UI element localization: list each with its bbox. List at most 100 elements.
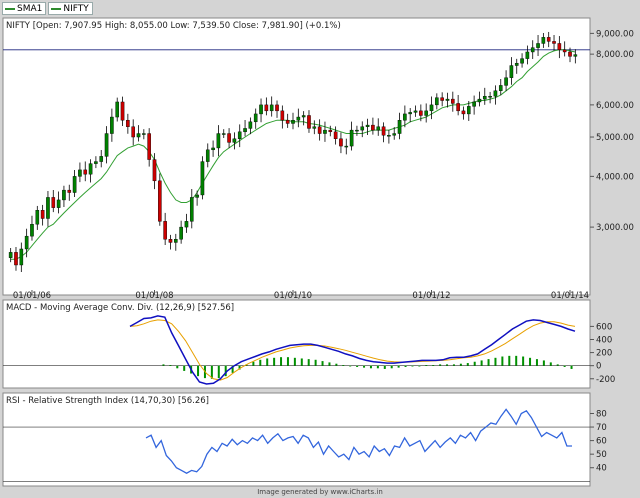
- rsi-grid: [3, 426, 590, 482]
- candle-body: [333, 131, 338, 140]
- macd-histogram-bar: [397, 365, 400, 368]
- price-ytick-label: 4,000.00: [596, 172, 634, 182]
- candle-body: [376, 126, 381, 131]
- candle-body: [126, 120, 130, 127]
- macd-histogram-bar: [252, 361, 255, 366]
- macd-histogram-bar: [356, 365, 359, 367]
- candle-body: [349, 129, 354, 147]
- macd-histogram-bar: [425, 365, 428, 366]
- candle-body: [541, 37, 546, 44]
- macd-histogram-bar: [473, 361, 476, 366]
- candle-body: [387, 135, 391, 137]
- candle-body: [440, 97, 444, 101]
- candle-body: [72, 176, 77, 193]
- macd-histogram-bar: [390, 365, 393, 369]
- candle-body: [530, 47, 535, 53]
- price-ytick-label: 5,000.00: [596, 133, 634, 143]
- candle-body: [168, 239, 173, 243]
- price-xtick-label: 01/01/08: [135, 291, 173, 301]
- candle-body: [120, 101, 125, 121]
- macd-histogram-bar: [273, 357, 276, 366]
- candle-body: [472, 101, 476, 107]
- macd-histogram-bar: [266, 358, 269, 366]
- candle-body: [435, 97, 439, 106]
- sma1-swatch: [5, 7, 15, 10]
- macd-histogram-bar: [300, 358, 303, 366]
- macd-histogram-bar: [459, 363, 462, 366]
- price-title: NIFTY [Open: 7,907.95 High: 8,055.00 Low…: [6, 21, 341, 31]
- macd-histogram-bar: [363, 365, 366, 368]
- candle-body: [461, 110, 466, 115]
- candle-body: [488, 96, 492, 98]
- footer-credit: Image generated by www.iCharts.in: [257, 488, 383, 496]
- macd-histogram-bar: [411, 365, 414, 367]
- macd-histogram-bar: [169, 365, 172, 366]
- price-x-axis: 01/01/06 01/01/08 01/01/10 01/01/12 01/01/14: [13, 290, 589, 301]
- candle-body: [546, 37, 551, 42]
- macd-signal-line: [129, 319, 576, 381]
- macd-histogram-bar: [494, 357, 497, 366]
- candle-body: [221, 133, 226, 135]
- candle-body: [365, 124, 370, 127]
- candle-body: [264, 104, 269, 112]
- legend: SMA1 NIFTY: [2, 2, 93, 15]
- macd-histogram-bar: [376, 365, 379, 369]
- candle-body: [179, 226, 183, 240]
- macd-histogram-bar: [293, 357, 296, 366]
- candle-body: [493, 90, 498, 97]
- macd-histogram-bar: [563, 365, 566, 367]
- candle-body: [14, 252, 18, 266]
- candle-body: [189, 197, 194, 222]
- candle-body: [24, 235, 29, 250]
- candle-body: [525, 51, 530, 59]
- rsi-ytick-label: 50: [596, 450, 607, 460]
- rsi-panel: [2, 392, 591, 487]
- candle-body: [211, 147, 215, 151]
- candle-body: [429, 104, 434, 112]
- candle-body: [557, 43, 562, 50]
- macd-line: [129, 315, 576, 385]
- candle-body: [104, 133, 109, 157]
- price-xtick-label: 01/01/12: [412, 291, 450, 301]
- candle-body: [253, 113, 258, 123]
- macd-histogram-bar: [328, 362, 331, 366]
- candle-body: [482, 96, 487, 100]
- candle-body: [301, 115, 306, 118]
- candle-body: [514, 62, 519, 66]
- macd-histogram-bar: [280, 357, 283, 366]
- macd-ytick-label: 0: [596, 362, 601, 372]
- macd-histogram-bar: [487, 359, 490, 366]
- candle-body: [536, 43, 540, 48]
- macd-histogram-bar: [238, 365, 241, 370]
- candle-body: [88, 163, 93, 175]
- legend-item-nifty[interactable]: NIFTY: [48, 2, 93, 15]
- macd-histogram-bar: [210, 365, 213, 379]
- candle-body: [568, 51, 572, 57]
- macd-histogram-bar: [480, 360, 483, 366]
- candle-body: [19, 248, 24, 266]
- candle-body: [323, 129, 327, 134]
- macd-ytick-label: -200: [596, 375, 615, 385]
- legend-item-sma1[interactable]: SMA1: [2, 2, 47, 15]
- legend-label-nifty: NIFTY: [63, 3, 89, 14]
- candle-body: [83, 169, 88, 175]
- candle-body: [291, 120, 295, 124]
- candle-body: [216, 133, 221, 149]
- price-ytick-label: 6,000.00: [596, 101, 634, 111]
- macd-ytick-label: 200: [596, 349, 612, 359]
- macd-histogram-bar: [501, 356, 504, 366]
- candle-body: [35, 210, 40, 225]
- price-ytick-label: 3,000.00: [596, 223, 634, 233]
- macd-histogram-bar: [570, 365, 573, 369]
- macd-histogram-bar: [183, 365, 186, 371]
- candle-body: [504, 77, 508, 86]
- candle-body: [312, 126, 317, 129]
- price-xtick-label: 01/01/06: [13, 291, 51, 301]
- macd-histogram-layer: [162, 355, 573, 379]
- macd-histogram-bar: [418, 365, 421, 367]
- macd-histogram-bar: [224, 365, 227, 377]
- rsi-title: RSI - Relative Strength Index (14,70,30)…: [6, 396, 209, 406]
- macd-histogram-bar: [314, 359, 317, 366]
- candle-body: [360, 126, 365, 131]
- macd-histogram-bar: [342, 365, 345, 366]
